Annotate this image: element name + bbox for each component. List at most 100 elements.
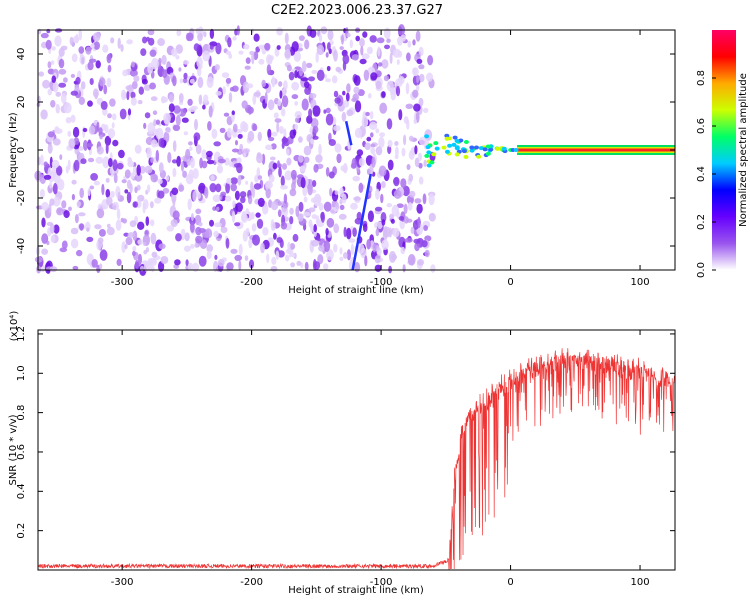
spectrogram-blob — [369, 35, 377, 43]
spectrogram-blob — [68, 206, 72, 211]
spectrogram-blob — [89, 78, 94, 85]
spectrogram-blob — [304, 39, 310, 50]
spectrogram-blob — [203, 31, 207, 38]
spectrogram-blob — [273, 112, 279, 119]
spectrogram-blob — [147, 257, 156, 265]
spectrogram-blob — [225, 237, 230, 249]
spectrogram-blob — [99, 249, 108, 261]
spectrogram-blob — [61, 93, 67, 104]
spectrogram-blob — [257, 131, 262, 142]
spectrogram-blob — [90, 173, 98, 181]
spectrogram-blob — [98, 77, 106, 87]
spectrogram-blob — [107, 128, 116, 139]
spectrogram-blob — [288, 71, 295, 81]
spectrogram-blob — [296, 260, 302, 266]
spectrogram-blob — [231, 210, 236, 223]
spectrogram-blob — [303, 145, 312, 156]
snr-x-tick-label: -300 — [111, 577, 134, 588]
spectrogram-blob — [195, 144, 202, 155]
spectrogram-blob — [417, 216, 421, 229]
spectrogram-blob — [271, 221, 276, 231]
spectrogram-blob — [393, 189, 402, 199]
spectrogram-blob — [157, 178, 163, 185]
spectrogram-blob — [363, 69, 370, 82]
spectrogram-blob — [350, 162, 357, 169]
spectrogram-blob — [392, 227, 400, 238]
spectrogram-blob — [153, 119, 157, 127]
spectrogram-blob — [261, 79, 267, 88]
spectrogram-blob — [283, 80, 288, 91]
spectrogram-blob — [430, 264, 436, 273]
spectrogram-blob — [75, 33, 79, 44]
spectrogram-blob — [280, 108, 286, 117]
spectrogram-blob — [306, 62, 313, 68]
spectrogram-blob — [86, 143, 94, 148]
spectrogram-blob — [229, 161, 233, 168]
spectrogram-blob — [105, 188, 111, 198]
spectrogram-blob — [233, 163, 242, 168]
transition-blob — [454, 138, 460, 143]
spectrogram-blob — [247, 106, 254, 114]
spectrogram-blob — [396, 59, 400, 65]
spectrogram-blob — [172, 167, 177, 178]
spectrogram-blob — [346, 227, 352, 240]
spectrogram-blob — [381, 239, 389, 251]
spectrogram-blob — [100, 100, 108, 110]
spectrogram-blob — [253, 91, 261, 97]
spectrogram-blob — [225, 50, 232, 56]
spectrogram-blob — [299, 67, 303, 77]
spectrogram-blob — [112, 139, 119, 147]
snr-x-label: Height of straight line (km) — [288, 585, 424, 596]
spectrogram-blob — [325, 52, 329, 58]
spectrogram-blob — [307, 183, 313, 196]
colorbar-label: Normalized spectral amplitude — [738, 73, 749, 227]
spectrogram-blob — [133, 75, 140, 82]
spectrogram-blob — [75, 76, 81, 85]
spectrogram-blob — [209, 219, 214, 227]
spectrogram-blob — [315, 51, 319, 63]
spectrogram-blob — [198, 255, 207, 267]
spectrogram-blob — [354, 217, 362, 225]
transition-blob — [463, 154, 469, 159]
spectrogram-blob — [371, 156, 376, 168]
spectrogram-blob — [40, 154, 44, 166]
spectrogram-blob — [147, 29, 155, 36]
transition-blob — [444, 136, 450, 141]
spectrogram-blob — [277, 160, 280, 169]
spectrogram-blob — [129, 69, 138, 77]
spectrogram-blob — [217, 259, 225, 267]
spectrogram-blob — [284, 170, 293, 181]
spectrogram-blob — [397, 50, 403, 58]
spectrogram-blob — [41, 248, 48, 255]
spectrogram-blob — [230, 248, 238, 254]
snr-background — [38, 330, 675, 570]
spectrogram-blob — [47, 131, 55, 138]
spectrogram-blob — [375, 146, 383, 156]
spectrogram-blob — [233, 123, 238, 133]
spectrogram-blob — [50, 235, 56, 243]
spectrogram-blob — [310, 118, 319, 129]
spectrogram-blob — [284, 50, 292, 59]
spectrogram-blob — [374, 206, 383, 212]
spectrogram-blob — [168, 103, 175, 113]
spectrogram-blob — [79, 223, 84, 231]
spectrogram-blob — [318, 202, 324, 211]
spectrogram-blob — [271, 131, 278, 137]
spectrogram-blob — [111, 122, 115, 129]
spectrogram-blob — [294, 101, 299, 106]
spectrogram-blob — [178, 184, 185, 192]
spectrogram-blob — [286, 64, 292, 72]
spectrogram-blob — [248, 237, 253, 249]
spectrogram-blob — [275, 250, 280, 260]
spectrogram-blob — [298, 136, 303, 143]
spectrogram-blob — [380, 193, 384, 204]
spectrogram-blob — [151, 58, 159, 70]
spectrogram-blob — [309, 93, 317, 99]
spectrogram-blob — [341, 34, 344, 45]
spectrogram-blob — [41, 233, 49, 244]
spectrogram-blob — [197, 76, 204, 88]
spectrogram-blob — [387, 145, 392, 155]
spectrogram-blob — [146, 184, 151, 193]
transition-blob — [454, 152, 460, 157]
spectrogram-blob — [154, 197, 162, 204]
